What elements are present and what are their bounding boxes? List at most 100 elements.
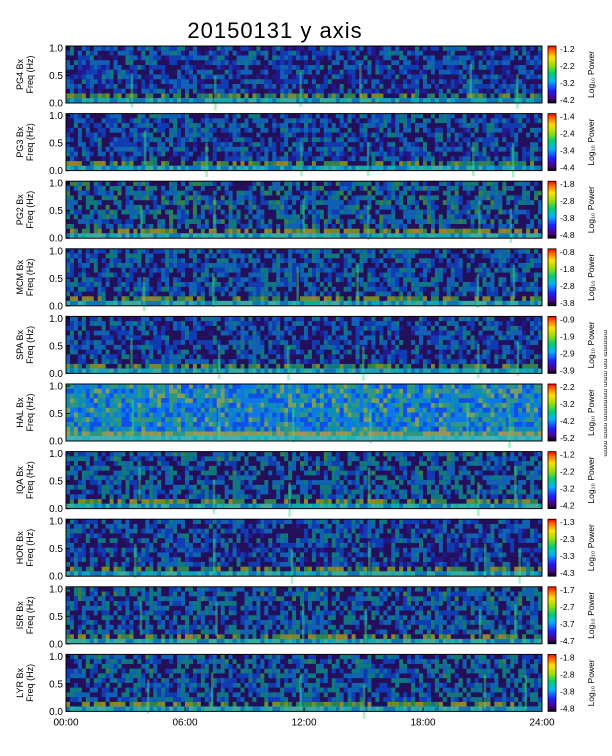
spectrogram-cell	[284, 137, 289, 143]
spectrogram-cell	[133, 321, 138, 326]
spectrogram-cell	[117, 113, 122, 119]
spectrogram-cell	[434, 272, 439, 278]
spectrogram-cell	[216, 384, 221, 389]
spectrogram-cell	[343, 195, 348, 201]
spectrogram-cell	[141, 349, 146, 355]
spectrogram-cell	[518, 209, 523, 215]
spectrogram-cell	[319, 123, 324, 128]
spectrogram-cell	[351, 248, 356, 254]
spectrogram-cell	[534, 84, 539, 89]
spectrogram-cell	[212, 146, 217, 152]
spectrogram-cell	[268, 228, 273, 234]
spectrogram-cell	[446, 344, 451, 350]
spectrogram-cell	[304, 359, 308, 364]
spectrogram-cell	[288, 223, 293, 229]
spectrogram-cell	[192, 359, 197, 364]
spectrogram-cell	[347, 277, 352, 283]
spectrogram-cell	[232, 316, 237, 322]
spectrogram-cell	[534, 277, 539, 283]
spectrogram-cell	[315, 146, 320, 152]
spectrogram-cell	[323, 161, 328, 166]
spectrogram-cell	[236, 272, 241, 278]
spectrogram-cell	[165, 349, 170, 355]
spectrogram-cell	[315, 88, 320, 94]
spectrogram-cell	[395, 195, 400, 201]
spectrogram-cell	[268, 161, 273, 166]
spectrogram-cell	[228, 88, 233, 94]
spectrogram-cell	[363, 340, 368, 345]
spectrogram-cell	[268, 93, 273, 99]
spectrogram-cell	[101, 65, 106, 70]
spectrogram-cell	[331, 84, 336, 89]
spectrogram-cell	[478, 65, 483, 70]
spectrogram-cell	[387, 335, 392, 341]
spectrogram-cell	[319, 118, 324, 124]
spectrogram-cell	[454, 60, 459, 65]
spectrogram-cell	[296, 50, 301, 56]
spectrogram-cell	[288, 204, 293, 210]
spectrogram-cell	[323, 151, 328, 157]
spectrogram-cell	[161, 161, 166, 166]
spectrogram-cell	[220, 384, 225, 389]
spectrogram-cell	[343, 46, 348, 51]
spectrogram-cell	[375, 363, 380, 369]
spectrogram-cell	[169, 388, 174, 394]
spectrogram-cell	[446, 146, 451, 152]
spectrogram-cell	[359, 363, 364, 369]
spectrogram-cell	[232, 248, 237, 254]
spectrogram-cell	[391, 132, 396, 138]
spectrogram-cell	[153, 330, 158, 336]
spectrogram-cell	[343, 60, 348, 65]
spectrogram-cell	[97, 277, 102, 283]
spectrogram-cell	[89, 349, 94, 355]
spectrogram-cell	[518, 84, 523, 89]
spectrogram-cell	[89, 388, 94, 394]
spectrogram-cell	[276, 272, 281, 278]
spectrogram-cell	[411, 277, 416, 283]
spectrogram-cell	[268, 113, 273, 119]
spectrogram-cell	[486, 248, 491, 254]
spectrogram-cell	[260, 344, 265, 350]
spectrogram-cell	[502, 354, 507, 360]
spectrogram-cell	[232, 223, 237, 229]
spectrogram-cell	[129, 190, 134, 196]
spectrogram-cell	[232, 335, 237, 341]
spectrogram-cell	[403, 363, 408, 369]
spectrogram-cell	[383, 123, 388, 128]
spectrogram-cell	[482, 248, 487, 254]
spectrogram-cell	[196, 55, 201, 61]
spectrogram-cell	[383, 55, 388, 61]
spectrogram-cell	[288, 161, 293, 166]
spectrogram-cell	[248, 335, 253, 341]
spectrogram-cell	[121, 354, 126, 360]
spectrogram-cell	[446, 384, 451, 389]
spectrogram-cell	[506, 321, 511, 326]
spectrogram-cell	[89, 55, 94, 61]
spectrogram-cell	[117, 190, 122, 196]
spectrogram-cell	[73, 93, 78, 99]
spectrogram-cell	[173, 118, 178, 124]
spectrogram-cell	[375, 69, 380, 75]
spectrogram-cell	[133, 296, 138, 302]
spectrogram-cell	[220, 253, 225, 259]
spectrogram-cell	[109, 74, 114, 80]
spectrogram-cell	[93, 200, 98, 205]
spectrogram-cell	[256, 50, 261, 56]
spectrogram-cell	[276, 325, 281, 331]
spectrogram-cell	[387, 88, 392, 94]
spectrogram-cell	[292, 132, 297, 138]
spectrogram-cell	[252, 248, 257, 254]
spectrogram-cell	[296, 228, 301, 234]
spectrogram-cell	[141, 286, 146, 292]
spectrogram-cell	[129, 263, 134, 268]
spectrogram-cell	[458, 118, 463, 124]
spectrogram-cell	[335, 340, 340, 345]
spectrogram-cell	[526, 118, 531, 124]
spectrogram-cell	[276, 60, 281, 65]
spectrogram-cell	[165, 195, 170, 201]
spectrogram-cell	[101, 185, 106, 191]
spectrogram-cell	[300, 228, 304, 234]
spectrogram-cell	[478, 330, 483, 336]
spectrogram-cell	[323, 335, 328, 341]
spectrogram-cell	[530, 93, 535, 99]
